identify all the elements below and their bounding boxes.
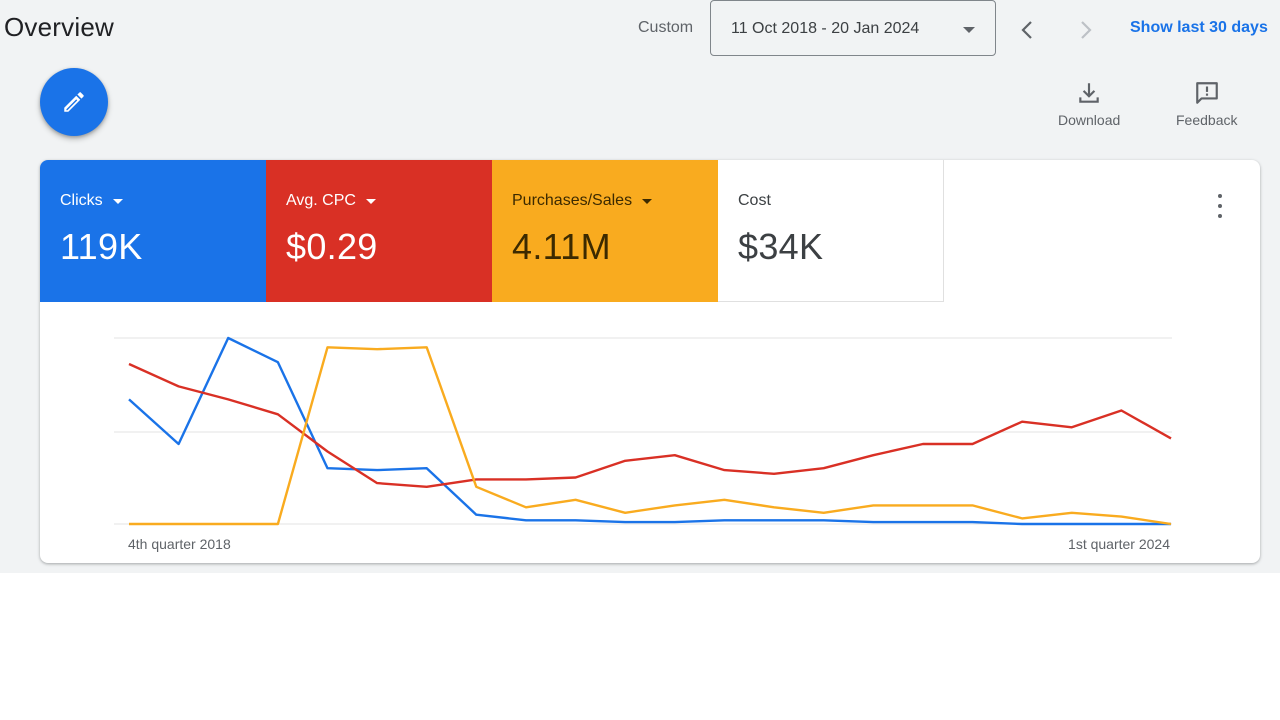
series-line-3 bbox=[129, 346, 1172, 526]
dropdown-arrow-icon bbox=[642, 198, 653, 204]
metric-label: Cost bbox=[738, 192, 771, 209]
performance-line-chart: 4th quarter 2018 1st quarter 2024 bbox=[114, 336, 1172, 552]
next-period-button[interactable] bbox=[1072, 16, 1100, 44]
metric-tile-purchases-sales[interactable]: Purchases/Sales 4.11M bbox=[492, 160, 718, 302]
dropdown-arrow-icon bbox=[365, 198, 376, 204]
edit-button[interactable] bbox=[40, 68, 108, 136]
more-vert-icon bbox=[1218, 194, 1222, 198]
metric-label: Avg. CPC bbox=[286, 192, 356, 209]
x-axis-end-label: 1st quarter 2024 bbox=[1068, 536, 1170, 552]
metric-value: $34K bbox=[738, 226, 824, 267]
x-axis-start-label: 4th quarter 2018 bbox=[128, 536, 231, 552]
metric-value: 4.11M bbox=[512, 226, 611, 267]
chevron-right-icon bbox=[1081, 21, 1092, 39]
series-line-2 bbox=[128, 362, 1172, 489]
performance-card: Clicks 119K Avg. CPC $0.29 Purchases/Sal… bbox=[40, 160, 1260, 563]
previous-period-button[interactable] bbox=[1013, 16, 1041, 44]
download-label: Download bbox=[1058, 112, 1121, 128]
page-title: Overview bbox=[4, 12, 114, 42]
overview-area: Overview Custom 11 Oct 2018 - 20 Jan 202… bbox=[0, 0, 1280, 573]
metric-value: $0.29 bbox=[286, 226, 378, 267]
metric-selector[interactable]: Avg. CPC bbox=[286, 192, 492, 210]
metric-value: 119K bbox=[60, 226, 143, 267]
feedback-icon bbox=[1195, 82, 1218, 104]
date-range-value: 11 Oct 2018 - 20 Jan 2024 bbox=[731, 20, 920, 37]
custom-range-label: Custom bbox=[638, 19, 694, 36]
show-last-30-days-link[interactable]: Show last 30 days bbox=[1130, 19, 1268, 36]
metric-tile-cost[interactable]: Cost $34K bbox=[718, 160, 944, 302]
download-button[interactable]: Download bbox=[1058, 80, 1120, 128]
metric-selector[interactable]: Clicks bbox=[60, 192, 266, 210]
metric-label: Purchases/Sales bbox=[512, 192, 633, 209]
dropdown-caret-icon bbox=[963, 27, 975, 33]
dropdown-arrow-icon bbox=[112, 198, 123, 204]
metric-label: Clicks bbox=[60, 192, 103, 209]
series-line-1 bbox=[128, 336, 1171, 526]
pencil-icon bbox=[64, 92, 84, 112]
feedback-button[interactable]: Feedback bbox=[1176, 80, 1237, 128]
date-range-picker[interactable]: 11 Oct 2018 - 20 Jan 2024 bbox=[710, 0, 996, 56]
chevron-left-icon bbox=[1021, 21, 1032, 39]
feedback-label: Feedback bbox=[1176, 112, 1238, 128]
metric-tile-avg-cpc[interactable]: Avg. CPC $0.29 bbox=[266, 160, 492, 302]
metric-selector[interactable]: Cost bbox=[738, 192, 943, 210]
metric-selector[interactable]: Purchases/Sales bbox=[512, 192, 718, 210]
download-icon bbox=[1079, 83, 1099, 103]
metric-tile-clicks[interactable]: Clicks 119K bbox=[40, 160, 266, 302]
more-options-button[interactable] bbox=[1210, 194, 1230, 218]
